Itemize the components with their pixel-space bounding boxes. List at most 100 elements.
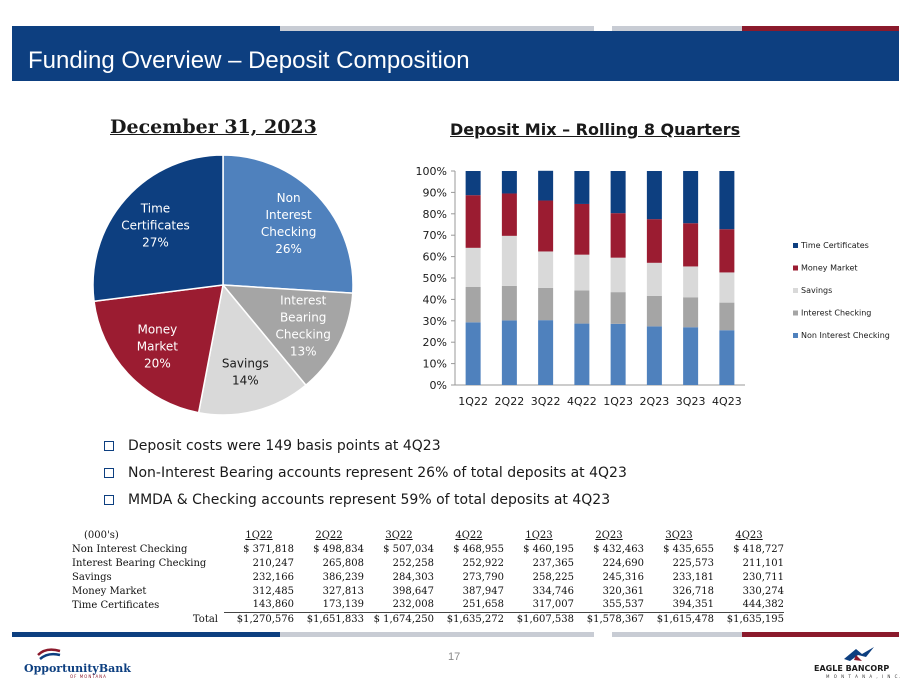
y-tick-label: 40% — [423, 293, 447, 306]
y-tick-label: 60% — [423, 251, 447, 264]
bullet-item: MMDA & Checking accounts represent 59% o… — [104, 486, 627, 513]
table-cell: $ 468,955 — [453, 543, 504, 555]
column-header: 2Q22 — [315, 529, 343, 541]
bar-segment — [610, 257, 626, 293]
bar-chart-title: Deposit Mix – Rolling 8 Quarters — [450, 120, 741, 139]
legend-swatch — [793, 288, 798, 293]
table-row: Interest Bearing Checking 210,247 265,80… — [72, 556, 784, 570]
y-tick-label: 50% — [423, 272, 447, 285]
page-number: 17 — [448, 651, 461, 663]
checkbox-bullet-icon — [104, 467, 114, 478]
bullet-item: Non-Interest Bearing accounts represent … — [104, 459, 627, 486]
pie-slice-label: Time Certificates 27% — [121, 201, 190, 249]
x-tick-label: 3Q22 — [531, 395, 561, 408]
unit-label: (000's) — [84, 529, 119, 541]
bar-segment — [646, 326, 662, 385]
bar-segment — [719, 330, 735, 385]
bar-segment — [574, 171, 590, 204]
table-cell: 225,573 — [672, 557, 714, 569]
header-stripe — [12, 26, 899, 31]
legend-label: Time Certificates — [800, 241, 869, 250]
pie-slice-label: Money Market 20% — [137, 323, 179, 371]
table-cell: 233,181 — [672, 571, 714, 583]
table-cell: 326,718 — [672, 585, 714, 597]
pie-slice-label: Savings 14% — [222, 357, 269, 388]
bar-segment — [719, 229, 735, 273]
y-tick-label: 30% — [423, 315, 447, 328]
total-cell: $1,578,367 — [574, 611, 644, 626]
total-cell: $1,607,538 — [504, 611, 574, 626]
bar-segment — [465, 247, 481, 287]
bar-segment — [719, 171, 735, 230]
column-header: 4Q22 — [455, 529, 483, 541]
total-cell: $1,635,195 — [714, 611, 784, 626]
y-tick-label: 70% — [423, 229, 447, 242]
deposit-pie-chart: Non Interest Checking 26% Interest Bearing Che… — [92, 154, 354, 416]
bar-segment — [683, 266, 699, 298]
logo-left-subtext: OF MONTANA — [70, 674, 107, 679]
total-cell: $1,270,576 — [224, 611, 294, 626]
column-header: 3Q23 — [665, 529, 693, 541]
x-tick-label: 2Q23 — [640, 395, 670, 408]
table-cell: 398,647 — [392, 585, 434, 597]
column-header: 4Q23 — [735, 529, 763, 541]
bar-segment — [501, 235, 517, 286]
bar-segment — [465, 195, 481, 248]
table-cell: 211,101 — [742, 557, 784, 569]
table-cell: 284,303 — [392, 571, 434, 583]
table-cell: $ 371,818 — [243, 543, 294, 555]
table-cell: 251,658 — [462, 599, 504, 611]
total-cell: $1,615,478 — [644, 611, 714, 626]
table-cell: $ 435,655 — [663, 543, 714, 555]
pie-slice-label: Interest Bearing Checking 13% — [275, 293, 330, 358]
legend-swatch — [793, 265, 798, 271]
bar-segment — [646, 295, 662, 327]
table-cell: 143,860 — [252, 599, 294, 611]
bar-segment — [501, 171, 517, 194]
table-cell: 245,316 — [602, 571, 644, 583]
bar-segment — [538, 251, 554, 288]
table-cell: $ 432,463 — [593, 543, 644, 555]
pie-slice — [222, 154, 354, 294]
y-tick-label: 0% — [430, 379, 447, 392]
table-cell: 444,382 — [742, 599, 784, 611]
bar-segment — [574, 323, 590, 385]
pie-slice — [92, 154, 224, 303]
deposit-mix-bar-chart: 0% 10% 20% 30% 40% 50% 60% 70% 80% 90% 100% 1Q22 2Q2… — [416, 165, 890, 408]
bar-segment — [465, 286, 481, 323]
bar-segment — [646, 171, 662, 220]
eagle-bancorp-logo: EAGLE BANCORP M O N T A N A , I N C. — [810, 645, 905, 681]
bar-segment — [574, 203, 590, 255]
row-label: Savings — [72, 571, 112, 583]
table-cell: 252,922 — [462, 557, 504, 569]
table-row: Savings 232,166 386,239 284,303 273,790 … — [72, 570, 784, 584]
bar-segment — [501, 285, 517, 321]
checkbox-bullet-icon — [104, 494, 114, 505]
bullet-list: Deposit costs were 149 basis points at 4… — [104, 432, 627, 513]
table-cell: 387,947 — [462, 585, 504, 597]
bar-segment — [501, 320, 517, 385]
bar-segment — [683, 171, 699, 224]
x-tick-label: 4Q22 — [567, 395, 597, 408]
table-cell: $ 498,834 — [313, 543, 364, 555]
column-header: 1Q23 — [525, 529, 553, 541]
eagle-icon — [844, 647, 874, 661]
bar-segment — [719, 272, 735, 303]
checkbox-bullet-icon — [104, 440, 114, 451]
bar-segment — [610, 213, 626, 258]
bar-segment — [610, 323, 626, 385]
table-cell: 330,274 — [742, 585, 784, 597]
legend-swatch — [793, 310, 798, 316]
table-cell: 394,351 — [672, 599, 714, 611]
y-tick-label: 80% — [423, 208, 447, 221]
table-cell: 173,139 — [322, 599, 364, 611]
table-cell: 386,239 — [322, 571, 364, 583]
pie-slice — [221, 284, 354, 387]
table-row: Time Certificates 143,860 173,139 232,00… — [72, 598, 784, 612]
bar-segment — [501, 193, 517, 236]
table-cell: 210,247 — [252, 557, 294, 569]
bar-segment — [574, 254, 590, 291]
bar-segment — [719, 302, 735, 331]
table-cell: 232,166 — [252, 571, 294, 583]
logo-right-subtext: M O N T A N A , I N C. — [826, 674, 902, 679]
